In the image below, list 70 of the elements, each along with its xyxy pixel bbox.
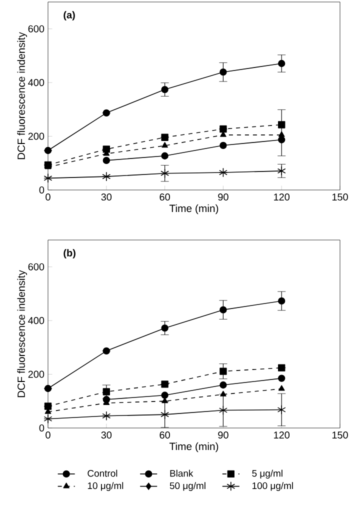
- point: [161, 392, 168, 399]
- legend-label: Blank: [170, 470, 194, 477]
- legend-label: 10 μg/ml: [88, 482, 124, 491]
- x-tick-label: 30: [101, 194, 112, 201]
- point: [44, 384, 52, 392]
- x-tick-label: 150: [332, 432, 348, 439]
- point: [161, 86, 168, 94]
- legend-label: 100 μg/ml: [252, 482, 293, 491]
- x-tick-label: 120: [274, 432, 290, 439]
- x-axis-title: Time (min): [169, 204, 218, 214]
- point: [278, 131, 285, 137]
- point: [220, 381, 227, 389]
- point: [102, 411, 111, 421]
- point: [161, 324, 168, 332]
- y-tick-label: 400: [28, 317, 44, 324]
- y-axis-title: DCF fluorescence indensity: [17, 270, 28, 398]
- point: [220, 142, 227, 149]
- point: [102, 388, 110, 396]
- point: [278, 121, 286, 128]
- point: [278, 60, 286, 68]
- point: [44, 173, 52, 183]
- point: [220, 68, 227, 76]
- point: [278, 385, 285, 391]
- point: [220, 306, 227, 314]
- y-tick-label: 200: [28, 370, 44, 378]
- point: [161, 152, 168, 160]
- x-tick-label: 60: [160, 432, 170, 439]
- x-tick-label: 30: [101, 432, 112, 439]
- x-tick-label: 90: [218, 432, 228, 439]
- point: [220, 390, 226, 396]
- point: [219, 168, 228, 178]
- y-tick-label: 0: [39, 424, 44, 432]
- legend-label: 50 μg/ml: [170, 482, 206, 491]
- point: [278, 136, 286, 144]
- point: [278, 297, 286, 305]
- y-tick-label: 400: [28, 79, 44, 86]
- y-axis-title: DCF fluorescence indensity: [17, 32, 28, 160]
- point: [219, 405, 228, 416]
- point: [102, 156, 110, 164]
- point: [102, 109, 110, 116]
- x-tick-label: 60: [160, 194, 170, 201]
- x-tick-label: 0: [46, 194, 50, 201]
- point: [278, 364, 286, 372]
- point: [102, 172, 111, 182]
- point: [160, 168, 169, 178]
- point: [278, 374, 286, 382]
- point: [160, 410, 169, 420]
- point: [102, 347, 110, 355]
- y-tick-label: 600: [28, 263, 44, 270]
- point: [220, 368, 227, 375]
- y-tick-label: 600: [28, 25, 44, 32]
- x-axis-title: Time (min): [169, 442, 218, 452]
- y-tick-label: 0: [39, 186, 44, 194]
- point: [162, 142, 168, 148]
- point: [44, 414, 52, 424]
- point: [44, 146, 52, 154]
- point: [220, 125, 227, 133]
- x-tick-label: 0: [46, 432, 50, 439]
- text: (a): [64, 11, 75, 20]
- point: [161, 134, 168, 141]
- point: [44, 402, 52, 410]
- legend-label: Control: [88, 470, 118, 477]
- point: [161, 380, 168, 388]
- text: (b): [64, 249, 76, 258]
- x-tick-label: 120: [274, 194, 290, 201]
- legend-label: 5 μg/ml: [252, 470, 282, 479]
- y-tick-label: 200: [28, 132, 44, 140]
- x-tick-label: 150: [332, 194, 348, 201]
- x-tick-label: 90: [218, 194, 228, 201]
- point: [277, 404, 286, 415]
